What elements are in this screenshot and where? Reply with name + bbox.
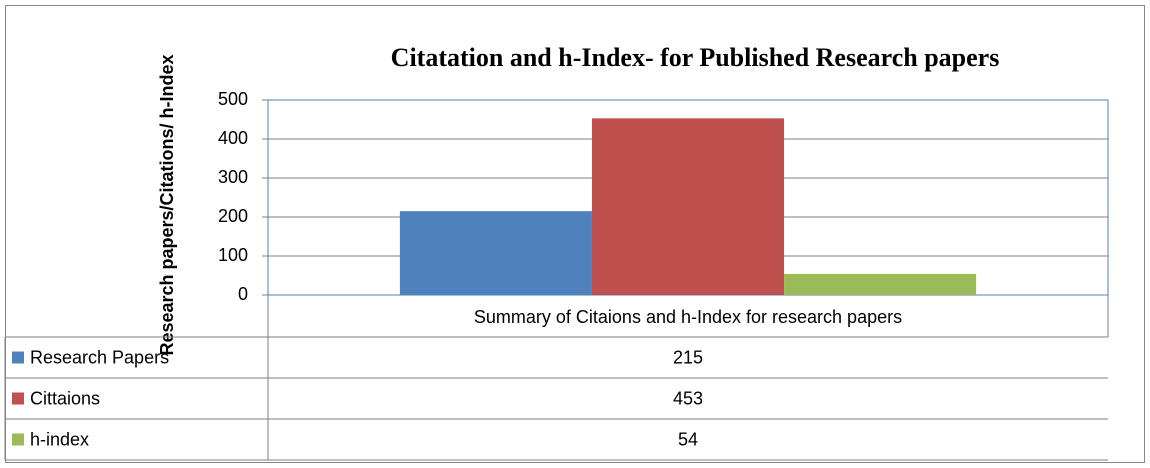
y-tick-label: 300 xyxy=(218,167,248,187)
table-value: 54 xyxy=(678,429,698,449)
y-tick-label: 0 xyxy=(238,284,248,304)
legend-key xyxy=(12,392,24,405)
table-value: 453 xyxy=(673,388,703,408)
y-axis-label: Research papers/Citations/ h-Index xyxy=(157,54,177,355)
bar xyxy=(784,273,977,295)
legend-label: Cittaions xyxy=(30,388,100,408)
table-value: 215 xyxy=(673,347,703,367)
legend-label: h-index xyxy=(30,429,89,449)
chart-title: Citatation and h-Index- for Published Re… xyxy=(391,43,1000,72)
y-tick-label: 200 xyxy=(218,206,248,226)
x-tick-label: Summary of Citaions and h-Index for rese… xyxy=(474,307,902,327)
bar xyxy=(591,118,785,295)
legend-label: Research Papers xyxy=(30,347,169,367)
legend-key xyxy=(12,351,24,364)
bar xyxy=(399,211,592,295)
y-tick-label: 400 xyxy=(218,128,248,148)
y-tick-label: 500 xyxy=(218,89,248,109)
y-tick-label: 100 xyxy=(218,245,248,265)
legend-key xyxy=(12,433,24,446)
